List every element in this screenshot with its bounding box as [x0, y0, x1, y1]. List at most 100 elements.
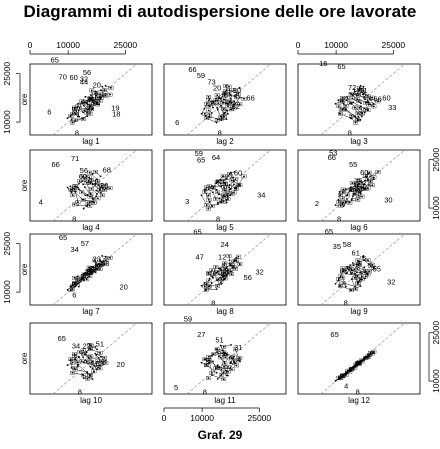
data-point: [237, 255, 240, 258]
data-point: [93, 201, 95, 204]
data-point: [66, 364, 69, 367]
data-point: [81, 180, 84, 183]
data-point: [220, 201, 222, 204]
connector-segment: [74, 277, 80, 283]
point-glyph: [80, 101, 86, 105]
point-label: 57: [81, 239, 89, 248]
data-point: [354, 121, 357, 124]
point-glyph: [218, 114, 224, 119]
point-glyph: [107, 186, 113, 190]
point-label: 56: [83, 68, 91, 77]
connector-segment: [354, 277, 359, 283]
point-glyph: [349, 288, 354, 292]
data-point: [94, 92, 96, 95]
data-point: [219, 115, 222, 118]
data-point: [233, 100, 236, 103]
data-point: [360, 180, 362, 183]
data-point: [222, 98, 225, 101]
point-glyph: [223, 351, 228, 356]
data-point: [357, 94, 360, 97]
data-point: [346, 369, 349, 372]
data-point: [346, 267, 349, 270]
data-point: [365, 108, 367, 111]
data-point: [100, 355, 102, 358]
point-glyph: [108, 86, 114, 90]
data-point: [73, 277, 76, 279]
data-point: [207, 377, 210, 380]
point-glyph: [347, 200, 353, 205]
connector-segment: [217, 348, 223, 351]
point-label: 27: [225, 172, 233, 181]
panel-frame: [29, 233, 153, 306]
point-glyph: [89, 267, 94, 271]
point-label: 8: [211, 299, 215, 308]
data-point: [205, 363, 208, 366]
point-label: 59: [184, 314, 192, 323]
data-point: [207, 207, 210, 210]
point-glyph: [206, 284, 212, 289]
data-point: [228, 259, 231, 262]
data-point: [341, 201, 344, 204]
y-axis-label: ore: [20, 352, 29, 364]
y-axis-label: ore: [20, 263, 29, 275]
point-glyph: [72, 118, 78, 122]
data-point: [76, 275, 79, 278]
data-point: [89, 366, 92, 368]
connector-segment: [338, 106, 340, 114]
point-glyph: [89, 88, 95, 93]
data-point: [350, 268, 353, 270]
point-glyph: [206, 206, 211, 211]
point-glyph: [215, 179, 221, 183]
data-point: [109, 187, 111, 189]
point-glyph: [355, 274, 361, 278]
data-point: [358, 262, 361, 265]
point-label: 53: [96, 359, 104, 368]
x-tick-label: 10000: [56, 40, 80, 50]
data-point: [207, 285, 210, 288]
data-point: [104, 259, 107, 262]
data-point: [362, 359, 365, 362]
point-glyph: [81, 108, 87, 113]
data-point: [71, 371, 74, 374]
data-point: [359, 271, 362, 274]
data-point: [341, 197, 344, 200]
point-glyph: [231, 259, 237, 264]
point-glyph: [92, 183, 98, 187]
point-glyph: [75, 200, 81, 204]
data-point: [219, 268, 222, 270]
data-point: [205, 282, 208, 285]
data-point: [372, 176, 375, 179]
x-tick-label: 25000: [113, 40, 137, 50]
data-point: [360, 360, 362, 363]
data-point: [230, 108, 233, 111]
y-tick-label: 25000: [431, 148, 440, 172]
data-point: [219, 179, 222, 181]
data-point: [82, 356, 85, 359]
point-glyph: [226, 254, 232, 258]
data-point: [88, 100, 91, 103]
connector-segment: [351, 285, 361, 291]
point-glyph: [340, 107, 346, 111]
data-point: [203, 108, 206, 110]
point-glyph: [355, 258, 361, 263]
data-point: [228, 186, 230, 189]
data-point: [94, 170, 97, 173]
point-glyph: [81, 373, 86, 378]
point-glyph: [360, 186, 366, 190]
data-point: [234, 259, 236, 262]
data-point: [82, 349, 85, 352]
point-label: 71: [71, 154, 79, 163]
point-glyph: [363, 274, 368, 279]
data-point: [98, 184, 100, 186]
data-point: [83, 186, 86, 189]
data-point: [77, 361, 79, 364]
point-glyph: [91, 101, 97, 105]
data-point: [78, 115, 80, 118]
data-point: [95, 368, 98, 371]
data-point: [215, 371, 218, 374]
data-point: [339, 204, 342, 207]
